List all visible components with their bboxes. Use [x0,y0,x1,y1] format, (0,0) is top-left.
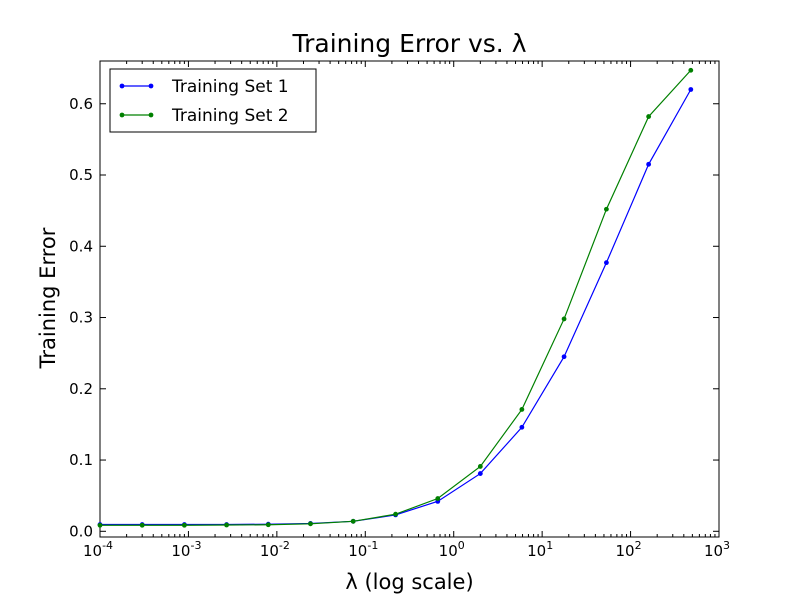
x-tick-label: 101 [527,539,553,560]
chart-marks [97,67,694,528]
data-point [688,87,694,92]
legend-box [109,68,317,133]
data-point [561,354,567,360]
x-tick-label: 10-1 [348,539,378,560]
x-tick-label: 10-2 [260,539,290,560]
y-tick-label: 0.6 [69,95,93,113]
data-point [435,496,441,501]
data-point [224,522,229,528]
data-point [519,407,525,412]
data-point [308,521,313,527]
axis-ticks: 10-4 10-3 10-2 10-1 100 101 102 103 0.0 0.1 0.2 0.3… [69,61,730,560]
y-tick-label: 0.4 [69,237,93,255]
data-point [181,522,187,528]
data-point [139,522,145,528]
x-tick-label: 100 [439,539,465,560]
x-tick-label: 10-3 [171,539,201,560]
x-tick-label: 10-4 [83,539,113,560]
y-tick-label: 0.3 [69,309,93,327]
legend-marker [119,83,125,89]
legend-marker [119,112,125,118]
data-point [477,471,483,476]
data-point [561,316,567,322]
y-tick-label: 0.0 [69,522,93,540]
x-axis-title: λ (log scale) [345,570,473,594]
y-tick-label: 0.5 [69,166,93,184]
series-line [100,89,692,526]
legend-marker [148,83,154,89]
legend-label: Training Set 2 [171,106,289,126]
plot-frame [99,60,720,538]
x-tick-label: 102 [616,539,642,560]
series-1 [97,87,694,527]
y-axis-title: Training Error [36,227,60,369]
legend-label: Training Set 1 [171,77,289,97]
data-point [604,206,609,212]
y-tick-label: 0.1 [69,451,93,469]
data-point [688,67,694,73]
data-point [646,114,652,119]
data-point [519,424,525,430]
y-tick-label: 0.2 [69,380,93,398]
data-point [604,260,609,266]
data-point [393,511,398,517]
legend: Training Set 1 Training Set 2 [109,68,317,133]
data-point [97,522,103,528]
chart-title: Training Error vs. λ [292,29,527,58]
data-point [646,161,652,167]
x-tick-label: 103 [704,539,730,560]
data-point [477,464,483,469]
series-line [100,69,692,526]
data-point [350,518,356,524]
series-2 [97,67,694,528]
data-point [265,522,271,528]
legend-marker [148,112,154,118]
